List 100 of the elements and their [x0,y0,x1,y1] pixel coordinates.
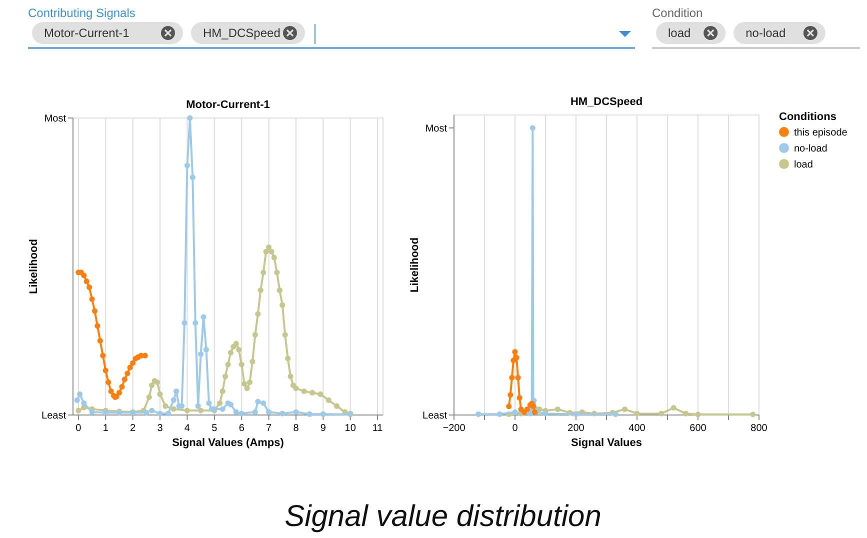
chart-title: Motor-Current-1 [186,99,270,111]
point [252,409,258,415]
point [683,410,689,416]
point [162,403,168,409]
point [81,272,87,278]
point [276,287,282,294]
point [220,388,226,394]
point [306,411,312,417]
legend-label: no-load [794,144,828,154]
point [190,174,196,180]
point [170,406,176,412]
point [266,409,272,415]
x-tick-label: 4 [184,423,190,434]
text: Contributing Signals [28,6,136,20]
point [206,400,212,406]
x-tick-label: 10 [344,423,356,434]
point [301,388,307,394]
point [198,408,204,414]
x-axis-title: Signal Values [571,437,642,449]
point [288,374,294,380]
point [260,270,266,276]
point [255,398,261,404]
point [233,340,239,347]
point [260,400,266,406]
point [76,408,82,414]
x-tick-label: 8 [293,423,300,434]
point [255,311,261,317]
x-tick-label: −200 [442,423,466,434]
point [516,394,522,401]
point [222,374,228,380]
point [165,410,171,416]
point [512,349,518,355]
text: load [668,26,691,40]
point [695,412,701,418]
x-tick-label: 3 [157,423,164,434]
point [149,382,155,388]
point [236,346,242,352]
point [334,403,340,409]
point [250,358,256,364]
y-axis-title: Likelihood [28,239,40,294]
point [512,409,518,415]
point [102,368,108,374]
x-tick-label: 5 [212,423,218,434]
point [157,410,163,416]
point [86,284,92,290]
x-tick-label: 600 [690,423,707,434]
point [195,403,201,409]
point [318,391,324,398]
point [182,320,188,326]
text: Least [42,410,66,422]
point [225,362,231,368]
point [252,332,258,338]
point [242,381,248,387]
point [670,405,676,411]
point [174,388,180,394]
text: no-load [746,26,786,40]
point [74,397,80,403]
point [258,287,264,294]
chart-title: HM_DCSpeed [570,96,643,108]
point [146,394,152,400]
x-tick-label: 800 [750,423,768,434]
point [750,412,756,418]
point [233,409,239,415]
point [506,404,512,410]
point [84,278,90,284]
point [100,352,106,358]
point [476,411,482,417]
point [220,406,226,412]
point [144,410,150,416]
point [622,406,628,412]
x-tick-label: 6 [238,423,245,434]
x-tick-label: 0 [76,423,82,434]
point [106,380,112,386]
point [658,410,664,416]
point [266,244,272,250]
point [92,308,98,314]
point [198,351,204,357]
legend-label: load [794,160,813,170]
point [285,356,291,362]
text: Most [425,123,448,134]
point [293,409,299,415]
point [515,374,521,380]
point [238,410,244,416]
x-tick-label: 1 [102,423,109,434]
point [203,346,210,352]
point [124,370,130,376]
point [508,392,514,398]
x-tick-label: 7 [266,423,272,434]
point [184,162,190,168]
x-tick-label: 11 [372,423,384,434]
point [280,410,286,416]
point [496,411,503,417]
point [97,338,103,344]
point [326,397,332,403]
point [108,388,114,394]
point [542,410,548,416]
text: Most [44,114,66,124]
point [612,411,618,417]
point [154,380,160,386]
point [634,410,640,416]
